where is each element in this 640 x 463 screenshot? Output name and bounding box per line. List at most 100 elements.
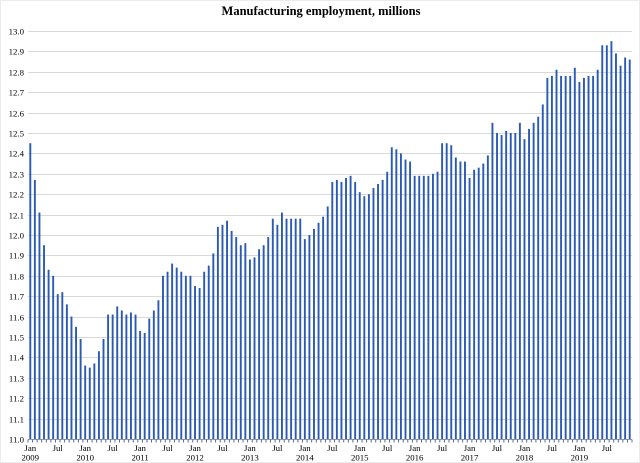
bar xyxy=(427,175,430,439)
x-axis-year-label: 2012 xyxy=(186,453,204,463)
x-axis-tick-label: Jan xyxy=(134,443,146,453)
y-axis-tick-label: 12.5 xyxy=(9,129,25,139)
bar xyxy=(560,75,563,439)
bar xyxy=(61,292,64,439)
bar xyxy=(436,171,439,439)
bar xyxy=(267,237,270,439)
bar xyxy=(381,179,384,440)
bar xyxy=(38,212,41,439)
bar xyxy=(262,245,265,439)
bar xyxy=(290,218,293,439)
bar xyxy=(226,220,228,439)
x-axis-tick-label: Jul xyxy=(327,443,338,453)
bar xyxy=(578,82,581,439)
bar xyxy=(569,75,572,439)
bar xyxy=(111,314,114,439)
bar xyxy=(317,222,320,439)
bar xyxy=(454,157,457,440)
x-axis-tick-label: Jul xyxy=(217,443,228,453)
x-axis-tick-label: Jul xyxy=(162,443,173,453)
bar xyxy=(313,228,315,439)
bar xyxy=(198,288,201,439)
bar xyxy=(212,253,215,439)
bar xyxy=(514,133,517,439)
y-axis-tick-label: 11.6 xyxy=(9,313,25,323)
bar xyxy=(230,230,233,439)
y-axis-tick-label: 12.9 xyxy=(9,47,25,57)
chart-title: Manufacturing employment, millions xyxy=(221,4,421,18)
bar xyxy=(523,139,526,439)
bar xyxy=(550,75,553,439)
bar xyxy=(409,161,412,439)
bar xyxy=(43,245,45,439)
bar xyxy=(79,339,82,439)
bar xyxy=(372,188,375,439)
bar xyxy=(486,155,489,439)
bar xyxy=(93,363,96,439)
bar xyxy=(541,104,544,439)
bar xyxy=(97,351,100,439)
y-axis-tick-label: 11.2 xyxy=(9,394,24,404)
bar xyxy=(207,265,210,439)
bar xyxy=(75,326,77,439)
bar xyxy=(308,235,311,439)
y-axis-tick-label: 12.3 xyxy=(9,170,25,180)
bar xyxy=(500,135,503,440)
bar xyxy=(130,312,132,439)
bar xyxy=(88,367,91,439)
bar xyxy=(194,286,196,439)
bar xyxy=(432,173,434,440)
bar xyxy=(221,224,224,439)
bar xyxy=(464,161,466,439)
bar xyxy=(331,181,334,439)
bar xyxy=(171,263,174,439)
bar xyxy=(322,216,325,439)
bar xyxy=(139,330,142,439)
bar xyxy=(143,332,146,439)
bar xyxy=(596,69,599,439)
y-axis-tick-label: 12.4 xyxy=(9,149,25,159)
bar xyxy=(294,218,297,439)
y-axis-tick-label: 11.3 xyxy=(9,374,25,384)
bar xyxy=(125,314,128,439)
bar xyxy=(615,53,617,439)
bar xyxy=(441,143,444,439)
x-axis-tick-label: Jul xyxy=(53,443,64,453)
bar xyxy=(601,45,604,439)
x-axis-tick-label: Jan xyxy=(299,443,311,453)
y-axis-tick-label: 12.1 xyxy=(9,211,24,221)
bar xyxy=(564,75,567,439)
bar xyxy=(253,257,256,439)
bar xyxy=(624,57,627,440)
x-axis-tick-label: Jul xyxy=(272,443,283,453)
x-axis-tick-label: Jan xyxy=(79,443,91,453)
bar xyxy=(605,45,608,439)
bar xyxy=(354,181,357,439)
bar xyxy=(148,318,151,439)
bar xyxy=(459,161,462,439)
bar xyxy=(450,145,453,440)
x-axis-year-label: 2009 xyxy=(21,453,39,463)
bar xyxy=(29,143,32,439)
bar xyxy=(592,75,595,439)
bar xyxy=(477,167,480,439)
bar xyxy=(203,271,206,439)
bar xyxy=(587,75,590,439)
bar xyxy=(422,175,425,439)
x-axis-tick-label: Jan xyxy=(519,443,531,453)
bar xyxy=(404,159,407,439)
x-axis-tick-label: Jul xyxy=(602,443,613,453)
y-axis-tick-label: 13.0 xyxy=(9,27,25,37)
bar xyxy=(189,275,192,439)
y-axis-tick-label: 12.0 xyxy=(9,231,25,241)
x-axis-year-label: 2010 xyxy=(76,453,94,463)
bar xyxy=(120,310,123,439)
x-axis-tick-label: Jul xyxy=(547,443,558,453)
bar xyxy=(518,122,521,440)
x-axis-year-label: 2015 xyxy=(351,453,369,463)
bar xyxy=(532,122,535,440)
bar xyxy=(157,300,160,439)
bar xyxy=(326,206,329,439)
